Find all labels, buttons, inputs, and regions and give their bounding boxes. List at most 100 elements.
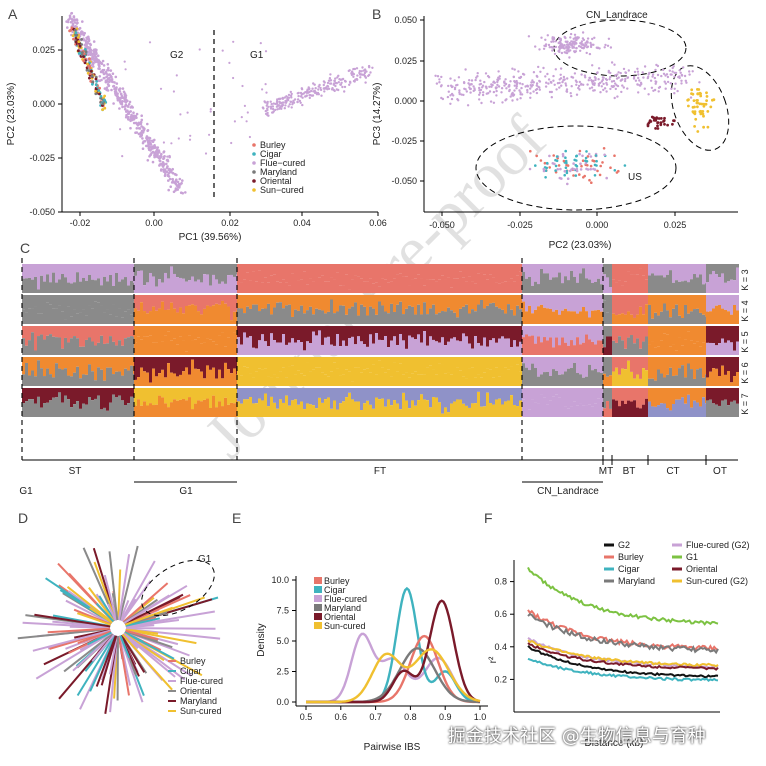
structure-bar [718,264,721,278]
structure-bar [137,326,140,337]
structure-bar [561,326,564,338]
structure-bar [432,339,435,355]
structure-bar [360,341,363,355]
structure-bar [600,402,603,417]
structure-bar [233,368,236,386]
structure-bar [336,409,339,417]
structure-bar [736,403,739,417]
structure-bar [666,326,669,335]
structure-bar [348,357,351,372]
structure-bar [564,406,567,417]
structure-bar [402,314,405,324]
pca-b-point [597,78,600,81]
structure-bar [194,388,197,404]
structure-bar [465,326,468,337]
pca-b-point [709,105,713,109]
structure-bar [273,274,276,293]
structure-bar [112,388,115,395]
pca-b-point [666,75,670,79]
structure-bar [423,331,426,355]
structure-bar [339,375,342,386]
structure-bar [203,378,206,386]
pca-b-point [705,95,709,98]
structure-bar [191,326,194,341]
structure-bar [52,264,55,273]
structure-bar [516,357,519,365]
structure-bar [221,378,224,386]
structure-bar [724,309,727,324]
structure-bar [672,344,675,355]
pca-b-point [547,78,551,81]
structure-bar [282,367,285,386]
structure-bar [378,388,381,400]
structure-bar [627,360,630,386]
structure-bar [411,264,414,280]
structure-bar [396,264,399,275]
structure-bar [243,313,246,324]
structure-bar [706,311,709,324]
structure-bar [459,295,462,309]
structure-bar [570,357,573,369]
structure-bar [384,264,387,280]
structure-bar [197,311,200,324]
structure-bar [31,295,34,309]
density-legend-swatch [314,577,322,584]
structure-bar [411,357,414,374]
pca-b-point [488,85,491,89]
pca-b-point [612,79,616,83]
structure-bar [546,357,549,372]
structure-bar [209,357,212,370]
pca-a-point [105,75,109,78]
structure-bar [327,295,330,312]
structure-bar [387,264,390,283]
tree-branch [124,630,173,649]
structure-bar [209,388,212,409]
structure-bar [179,357,182,375]
structure-bar [381,398,384,417]
structure-bar [52,295,55,309]
structure-bar [100,388,103,410]
pca-b-point [603,46,606,49]
pca-b-point [562,75,566,79]
structure-bar [22,357,25,375]
structure-bar [687,357,690,364]
structure-bar [282,308,285,324]
tree-legend-label: Oriental [180,686,212,696]
tree-branch [103,574,118,621]
structure-bar [34,376,37,386]
structure-bar [121,264,124,280]
structure-bar [109,314,112,324]
pca-a-point [286,98,289,102]
structure-bar [654,264,657,276]
structure-bar [336,368,339,386]
structure-bar [444,388,447,408]
structure-bar [258,398,261,417]
structure-bar [378,326,381,340]
structure-bar [109,357,112,368]
pca-b-point [588,76,592,80]
structure-bar [179,295,182,308]
structure-bar [597,357,600,373]
structure-bar [573,311,576,324]
pca-b-point [573,72,577,75]
structure-bar [249,388,252,398]
structure-bar [312,326,315,332]
pca-b-point [604,43,607,47]
structure-bar [118,371,121,386]
pca-a-point [308,87,311,90]
pca-a-point [127,103,131,106]
pca-b-point [660,74,663,78]
structure-bar [255,371,258,386]
structure-bar [127,370,130,386]
structure-bar [696,369,699,386]
structure-bar [561,264,564,284]
pca-a-point [340,78,343,81]
structure-bar [221,295,224,301]
structure-bar [342,305,345,324]
structure-bar [591,283,594,293]
pca-b-point [691,105,695,109]
structure-bar [55,282,58,293]
structure-bar [25,264,28,279]
structure-bar [549,388,552,401]
structure-bar [118,308,121,324]
